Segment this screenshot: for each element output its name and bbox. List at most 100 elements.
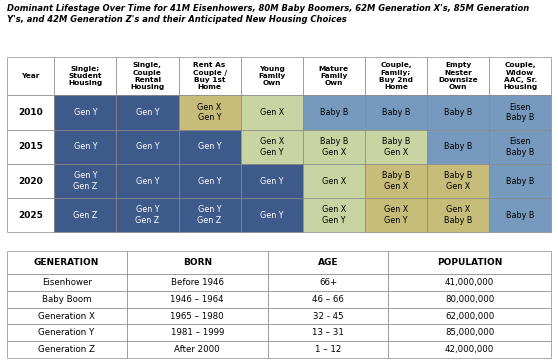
Text: Eisenhower: Eisenhower (42, 278, 92, 287)
Text: Gen Y: Gen Y (74, 108, 97, 117)
FancyBboxPatch shape (7, 130, 54, 164)
Text: Gen Y
Gen Z: Gen Y Gen Z (73, 171, 98, 191)
Text: Eisen
Baby B: Eisen Baby B (506, 137, 535, 157)
FancyBboxPatch shape (303, 57, 365, 96)
Text: 66+: 66+ (319, 278, 337, 287)
FancyBboxPatch shape (54, 198, 117, 232)
FancyBboxPatch shape (7, 164, 54, 198)
FancyBboxPatch shape (179, 57, 240, 96)
FancyBboxPatch shape (240, 164, 303, 198)
FancyBboxPatch shape (303, 96, 365, 130)
Text: 46 – 66: 46 – 66 (312, 295, 344, 304)
Text: Gen Y: Gen Y (74, 142, 97, 151)
FancyBboxPatch shape (427, 130, 489, 164)
FancyBboxPatch shape (268, 251, 388, 274)
Text: Before 1946: Before 1946 (171, 278, 224, 287)
Text: Couple,
Widow
AAC, Sr.
Housing: Couple, Widow AAC, Sr. Housing (503, 62, 537, 90)
Text: Gen Y: Gen Y (136, 108, 159, 117)
Text: Year: Year (21, 73, 40, 79)
Text: Baby B
Gen X: Baby B Gen X (382, 137, 410, 157)
Text: Gen X
Baby B: Gen X Baby B (444, 205, 472, 225)
Text: 62,000,000: 62,000,000 (445, 312, 494, 320)
FancyBboxPatch shape (117, 198, 179, 232)
Text: Gen X: Gen X (259, 108, 284, 117)
FancyBboxPatch shape (7, 291, 127, 308)
FancyBboxPatch shape (240, 198, 303, 232)
Text: Baby B: Baby B (382, 108, 410, 117)
Text: Baby B
Gen X: Baby B Gen X (382, 171, 410, 191)
Text: AGE: AGE (318, 258, 338, 267)
FancyBboxPatch shape (7, 341, 127, 358)
Text: Gen Y: Gen Y (136, 177, 159, 186)
Text: 1965 – 1980: 1965 – 1980 (171, 312, 224, 320)
FancyBboxPatch shape (7, 198, 54, 232)
FancyBboxPatch shape (427, 57, 489, 96)
FancyBboxPatch shape (388, 274, 551, 291)
FancyBboxPatch shape (303, 164, 365, 198)
FancyBboxPatch shape (127, 308, 268, 324)
Text: GENERATION: GENERATION (34, 258, 99, 267)
Text: Mature
Family
Own: Mature Family Own (319, 66, 349, 87)
Text: Empty
Nester
Downsize
Own: Empty Nester Downsize Own (438, 62, 478, 90)
Text: 2010: 2010 (18, 108, 43, 117)
FancyBboxPatch shape (365, 164, 427, 198)
FancyBboxPatch shape (7, 96, 54, 130)
FancyBboxPatch shape (7, 57, 54, 96)
Text: Gen Z: Gen Z (73, 211, 98, 220)
Text: Gen X
Gen Y: Gen X Gen Y (259, 137, 284, 157)
Text: Eisen
Baby B: Eisen Baby B (506, 103, 535, 122)
Text: Baby Boom: Baby Boom (42, 295, 92, 304)
Text: Single,
Couple
Rental
Housing: Single, Couple Rental Housing (131, 62, 165, 90)
FancyBboxPatch shape (7, 274, 127, 291)
FancyBboxPatch shape (365, 57, 427, 96)
Text: After 2000: After 2000 (175, 345, 220, 354)
FancyBboxPatch shape (54, 130, 117, 164)
FancyBboxPatch shape (117, 57, 179, 96)
FancyBboxPatch shape (365, 130, 427, 164)
FancyBboxPatch shape (388, 308, 551, 324)
Text: Generation Y: Generation Y (39, 328, 95, 337)
FancyBboxPatch shape (388, 291, 551, 308)
FancyBboxPatch shape (303, 130, 365, 164)
FancyBboxPatch shape (240, 57, 303, 96)
FancyBboxPatch shape (489, 164, 551, 198)
Text: 13 – 31: 13 – 31 (312, 328, 344, 337)
Text: Single;
Student
Housing: Single; Student Housing (68, 66, 103, 87)
Text: Rent As
Couple /
Buy 1st
Home: Rent As Couple / Buy 1st Home (193, 62, 227, 90)
Text: Gen X
Gen Y: Gen X Gen Y (384, 205, 408, 225)
FancyBboxPatch shape (54, 164, 117, 198)
Text: 1946 – 1964: 1946 – 1964 (171, 295, 224, 304)
Text: Baby B: Baby B (444, 142, 472, 151)
FancyBboxPatch shape (127, 324, 268, 341)
Text: 41,000,000: 41,000,000 (445, 278, 494, 287)
Text: Gen Y: Gen Y (260, 211, 283, 220)
FancyBboxPatch shape (268, 308, 388, 324)
FancyBboxPatch shape (268, 341, 388, 358)
Text: Generation Z: Generation Z (38, 345, 95, 354)
Text: Gen Y: Gen Y (198, 177, 222, 186)
FancyBboxPatch shape (268, 291, 388, 308)
FancyBboxPatch shape (179, 198, 240, 232)
FancyBboxPatch shape (365, 96, 427, 130)
Text: Baby B: Baby B (506, 177, 535, 186)
Text: Gen X
Gen Y: Gen X Gen Y (198, 103, 222, 122)
FancyBboxPatch shape (240, 130, 303, 164)
Text: 80,000,000: 80,000,000 (445, 295, 494, 304)
Text: 2015: 2015 (18, 142, 43, 151)
FancyBboxPatch shape (489, 198, 551, 232)
FancyBboxPatch shape (127, 341, 268, 358)
Text: Baby B: Baby B (506, 211, 535, 220)
Text: 42,000,000: 42,000,000 (445, 345, 494, 354)
Text: Gen Y: Gen Y (136, 142, 159, 151)
Text: Baby B: Baby B (320, 108, 348, 117)
Text: Baby B: Baby B (444, 108, 472, 117)
Text: Baby B
Gen X: Baby B Gen X (320, 137, 348, 157)
FancyBboxPatch shape (117, 96, 179, 130)
Text: Gen Y: Gen Y (260, 177, 283, 186)
FancyBboxPatch shape (7, 251, 127, 274)
FancyBboxPatch shape (127, 251, 268, 274)
Text: Couple,
Family;
Buy 2nd
Home: Couple, Family; Buy 2nd Home (379, 62, 413, 90)
FancyBboxPatch shape (117, 164, 179, 198)
FancyBboxPatch shape (54, 96, 117, 130)
FancyBboxPatch shape (489, 130, 551, 164)
